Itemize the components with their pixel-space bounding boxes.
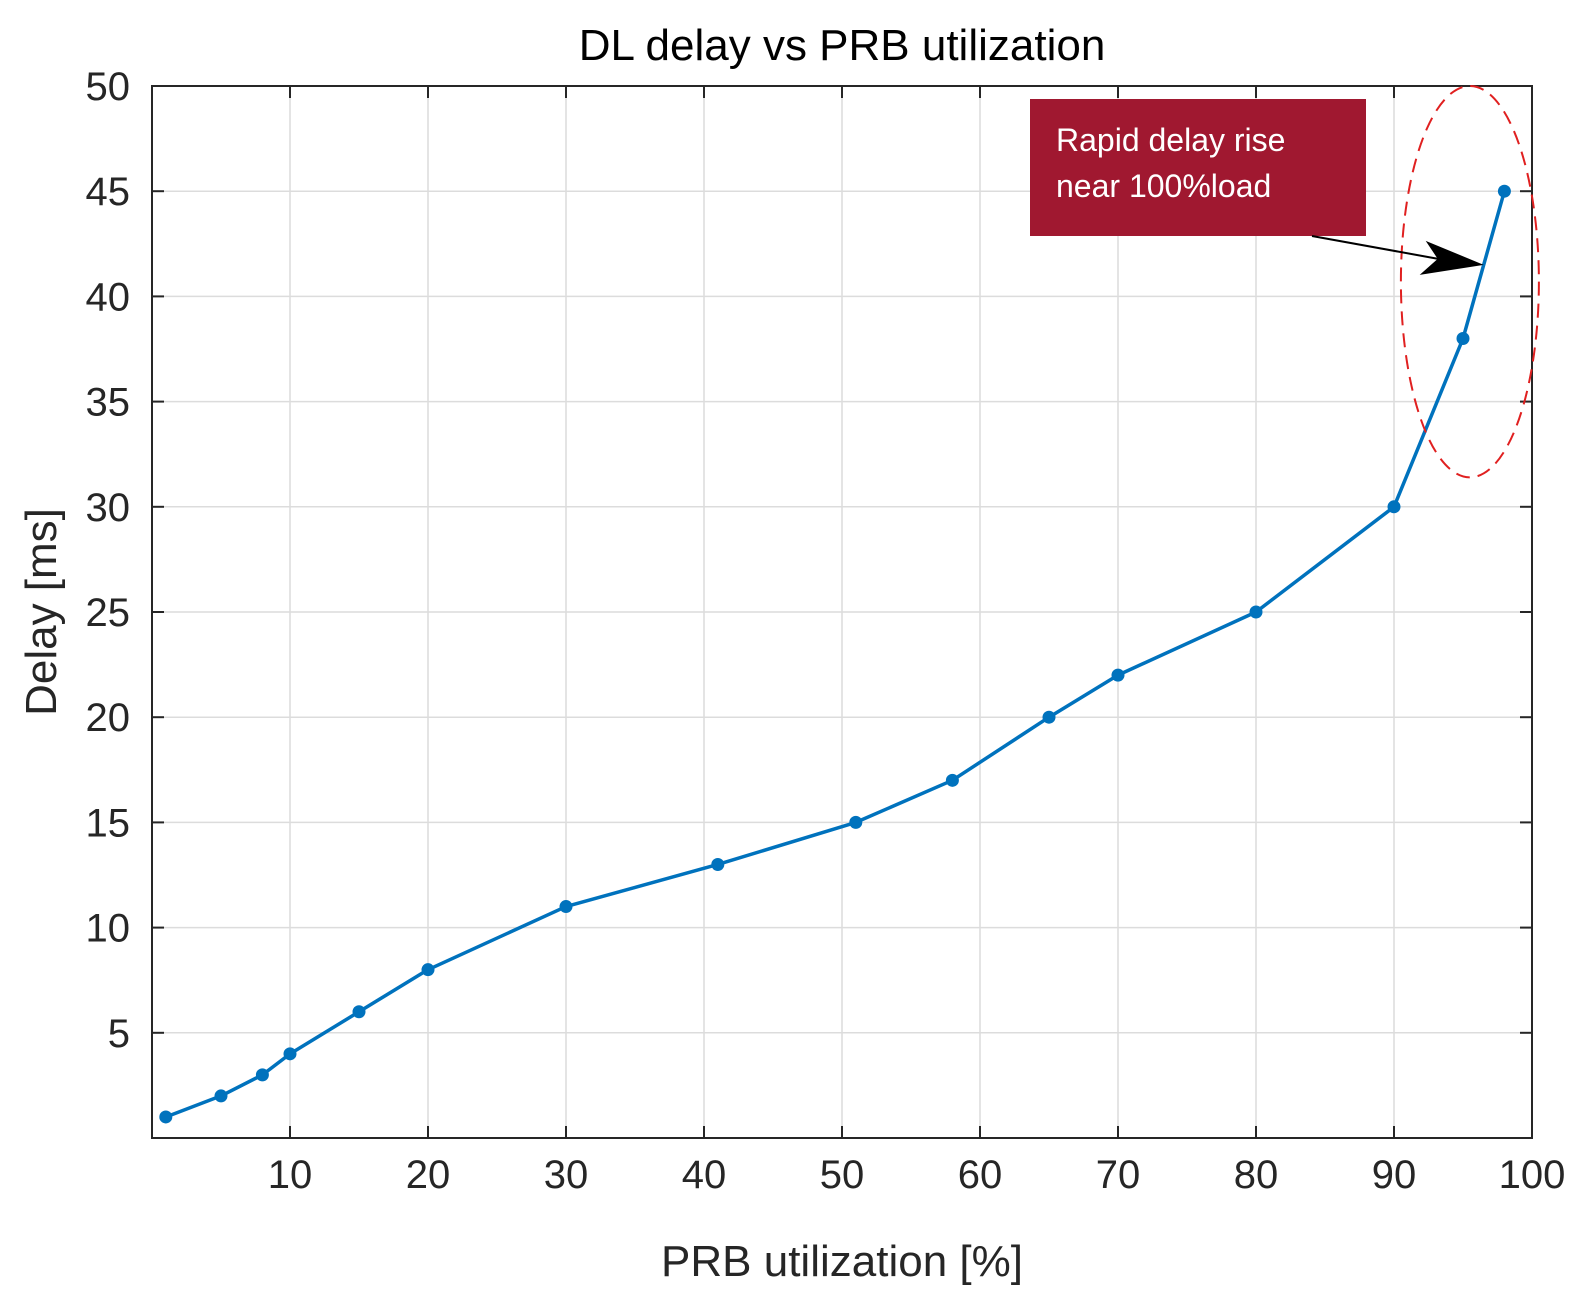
series-line <box>165 190 1507 1119</box>
data-point <box>1111 668 1125 682</box>
y-axis: 5 10 15 20 25 30 35 40 45 50 <box>86 65 1532 1056</box>
series-group <box>159 184 1511 1124</box>
chart-title: DL delay vs PRB utilization <box>579 21 1106 70</box>
y-tick-label: 40 <box>86 275 131 319</box>
data-point <box>559 900 573 914</box>
y-tick-label: 5 <box>108 1012 130 1056</box>
data-point <box>283 1047 297 1061</box>
annotation-text: near 100%load <box>1056 168 1271 204</box>
x-tick-label: 40 <box>682 1153 727 1197</box>
data-point <box>352 1005 366 1019</box>
highlight-ellipse <box>1399 85 1540 479</box>
y-tick-label: 15 <box>86 801 131 845</box>
y-tick-label: 25 <box>86 591 131 635</box>
x-tick-label: 50 <box>820 1153 865 1197</box>
y-tick-label: 30 <box>86 486 131 530</box>
x-tick-label: 10 <box>268 1153 313 1197</box>
data-point <box>421 963 435 977</box>
y-tick-label: 35 <box>86 381 131 425</box>
annotations: Rapid delay rise near 100%load <box>1030 85 1540 479</box>
data-point <box>1042 710 1056 724</box>
data-point <box>159 1110 173 1124</box>
annotation-text: Rapid delay rise <box>1056 122 1285 158</box>
y-tick-label: 20 <box>86 696 131 740</box>
data-point <box>1387 500 1401 514</box>
data-point <box>711 857 725 871</box>
x-tick-label: 90 <box>1372 1153 1417 1197</box>
data-point <box>1497 184 1511 198</box>
annotation-arrow-line <box>1311 235 1444 261</box>
data-point <box>214 1089 228 1103</box>
x-tick-label: 80 <box>1234 1153 1279 1197</box>
data-point <box>945 773 959 787</box>
x-tick-label: 70 <box>1096 1153 1141 1197</box>
y-tick-label: 45 <box>86 170 131 214</box>
y-tick-label: 50 <box>86 65 131 109</box>
data-point <box>255 1068 269 1082</box>
annotation-arrow-head <box>1419 240 1484 275</box>
x-axis-label: PRB utilization [%] <box>661 1237 1023 1286</box>
data-point <box>849 815 863 829</box>
x-tick-label: 60 <box>958 1153 1003 1197</box>
x-tick-label: 20 <box>406 1153 451 1197</box>
y-axis-label: Delay [ms] <box>17 508 66 716</box>
data-point <box>1249 605 1263 619</box>
x-axis: 10 20 30 40 50 60 70 80 90 100 <box>268 86 1566 1197</box>
x-tick-label: 30 <box>544 1153 589 1197</box>
y-tick-label: 10 <box>86 907 131 951</box>
annotation-box <box>1030 99 1366 236</box>
data-point <box>1456 331 1470 345</box>
x-tick-label: 100 <box>1499 1153 1566 1197</box>
